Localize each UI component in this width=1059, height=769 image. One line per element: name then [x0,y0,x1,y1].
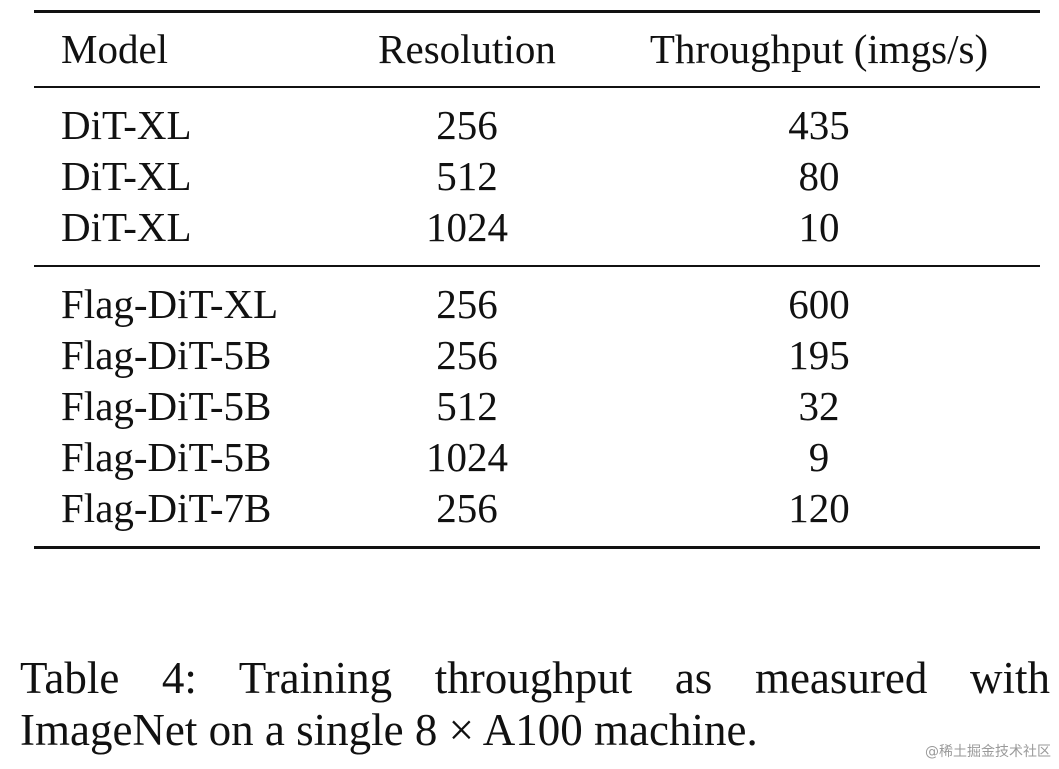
cell-model: Flag-DiT-7B [61,485,272,531]
header-throughput: Throughput (imgs/s) [649,26,989,72]
cell-model: DiT-XL [61,102,192,148]
cell-model: Flag-DiT-5B [61,434,272,480]
cell-throughput: 435 [788,102,850,148]
table-bottom-rule [34,546,1040,549]
table-header-rule [34,86,1040,88]
cell-throughput: 600 [788,281,850,327]
cell-throughput: 10 [798,204,840,250]
header-model: Model [61,26,169,72]
cell-throughput: 195 [788,332,850,378]
cell-model: Flag-DiT-XL [61,281,279,327]
cell-resolution: 512 [436,153,498,199]
header-resolution: Resolution [378,26,556,72]
cell-throughput: 32 [798,383,840,429]
caption-line-2: ImageNet on a single 8 × A100 machine. [20,705,758,755]
cell-resolution: 256 [436,102,498,148]
cell-resolution: 256 [436,332,498,378]
caption-line-1: Table 4: Training throughput as measured… [20,653,1050,703]
cell-resolution: 256 [436,485,498,531]
cell-resolution: 512 [436,383,498,429]
cell-resolution: 1024 [426,204,508,250]
cell-model: Flag-DiT-5B [61,332,272,378]
watermark: @稀土掘金技术社区 [925,744,1051,760]
cell-throughput: 120 [788,485,850,531]
cell-throughput: 80 [798,153,840,199]
cell-throughput: 9 [808,434,830,480]
cell-model: Flag-DiT-5B [61,383,272,429]
cell-model: DiT-XL [61,204,192,250]
cell-resolution: 256 [436,281,498,327]
table-top-rule [34,10,1040,13]
cell-model: DiT-XL [61,153,192,199]
table-group-rule [34,265,1040,267]
table-caption: Table 4: Training throughput as measured… [20,652,1050,756]
cell-resolution: 1024 [426,434,508,480]
